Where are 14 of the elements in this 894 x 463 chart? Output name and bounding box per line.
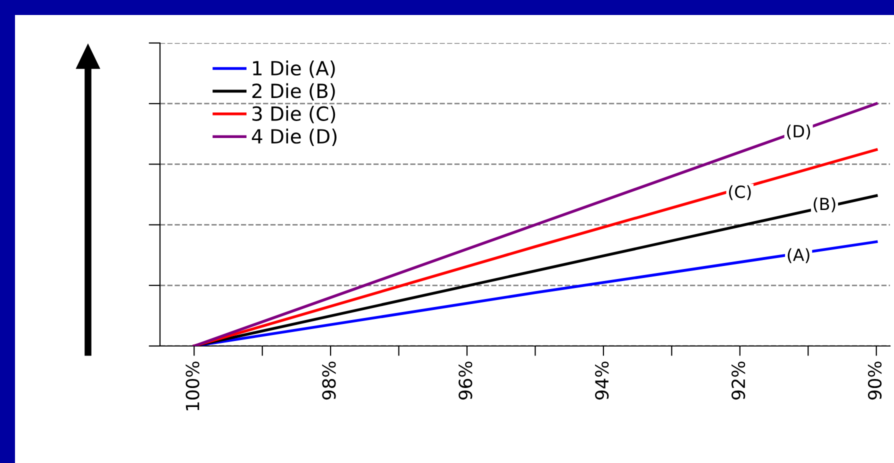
annotation: (B) — [814, 197, 836, 212]
x-tick-label: 100% — [186, 362, 200, 410]
x-tick-label: 96% — [458, 362, 472, 400]
annotation: (C) — [729, 185, 751, 200]
annotation: (D) — [787, 124, 810, 140]
x-tick-label: 92% — [731, 362, 746, 400]
x-tick-label: 90% — [868, 362, 882, 400]
x-tick-label: 94% — [595, 362, 609, 400]
annotation: (A) — [788, 248, 810, 264]
legend-label: 2 Die (B) — [252, 83, 335, 101]
legend-label: 3 Die (C) — [252, 106, 336, 124]
legend-label: 4 Die (D) — [252, 128, 336, 146]
legend-label: 1 Die (A) — [253, 60, 335, 78]
x-tick-label: 98% — [322, 362, 336, 400]
